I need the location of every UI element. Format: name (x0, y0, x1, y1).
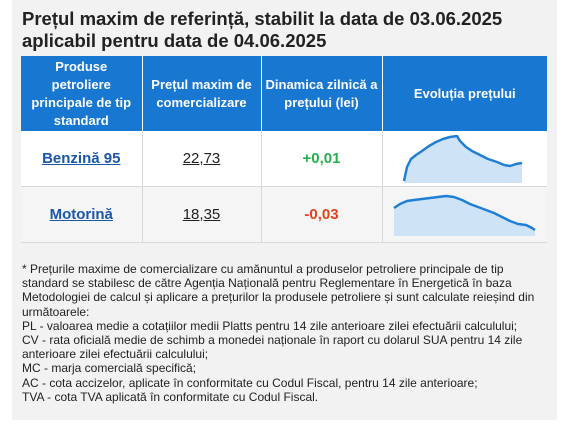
sparkline-line (393, 194, 536, 231)
header-price-evolution: Evoluția prețului (382, 56, 547, 131)
header-daily-change: Dinamica zilnică a prețului (lei) (261, 56, 383, 131)
product-link-benzina-95[interactable]: Benzină 95 (42, 150, 121, 167)
price-evolution-sparkline (393, 194, 536, 236)
price-evolution-sparkline (403, 134, 523, 183)
sparkline-area (394, 195, 536, 236)
title-line-1: Prețul maxim de referință, stabilit la d… (22, 8, 503, 29)
table-row: Motorină 18,35 -0,03 (21, 186, 547, 243)
product-link-motorina[interactable]: Motorină (49, 206, 113, 223)
evolution-cell (382, 186, 547, 243)
fuel-price-table: Produse petroliere principale de tip sta… (21, 56, 547, 243)
sparkline-line (403, 134, 523, 181)
daily-change-value: -0,03 (304, 206, 339, 223)
price-cell: 18,35 (142, 186, 262, 243)
sparkline-area (404, 135, 523, 183)
title-line-2: aplicabil pentru data de 04.06.2025 (22, 30, 327, 51)
note-pl: PL - valoarea medie a cotațiilor medii P… (22, 318, 518, 333)
daily-change-value: +0,01 (302, 150, 341, 167)
price-value: 18,35 (182, 206, 221, 223)
change-cell: +0,01 (261, 131, 383, 187)
price-cell: 22,73 (142, 131, 262, 187)
table-row: Benzină 95 22,73 +0,01 (21, 131, 547, 187)
header-products: Produse petroliere principale de tip sta… (21, 56, 143, 131)
table-header-row: Produse petroliere principale de tip sta… (21, 56, 547, 131)
note-tva: TVA - cota TVA aplicată în conformitate … (22, 389, 319, 404)
page-title: Prețul maxim de referință, stabilit la d… (22, 8, 552, 52)
product-cell: Benzină 95 (21, 131, 143, 187)
note-mc: MC - marja comercială specifică; (22, 361, 197, 376)
price-value: 22,73 (182, 150, 221, 167)
product-cell: Motorină (21, 186, 143, 243)
methodology-notes: * Prețurile maxime de comercializare cu … (22, 262, 547, 404)
note-intro: * Prețurile maxime de comercializare cu … (22, 262, 535, 319)
change-cell: -0,03 (261, 186, 383, 243)
note-cv: CV - rata oficială medie de schimb a mon… (22, 333, 523, 362)
evolution-cell (382, 131, 547, 187)
header-max-price: Prețul maxim de comercializare (142, 56, 262, 131)
note-ac: AC - cota accizelor, aplicate în conform… (22, 375, 478, 390)
